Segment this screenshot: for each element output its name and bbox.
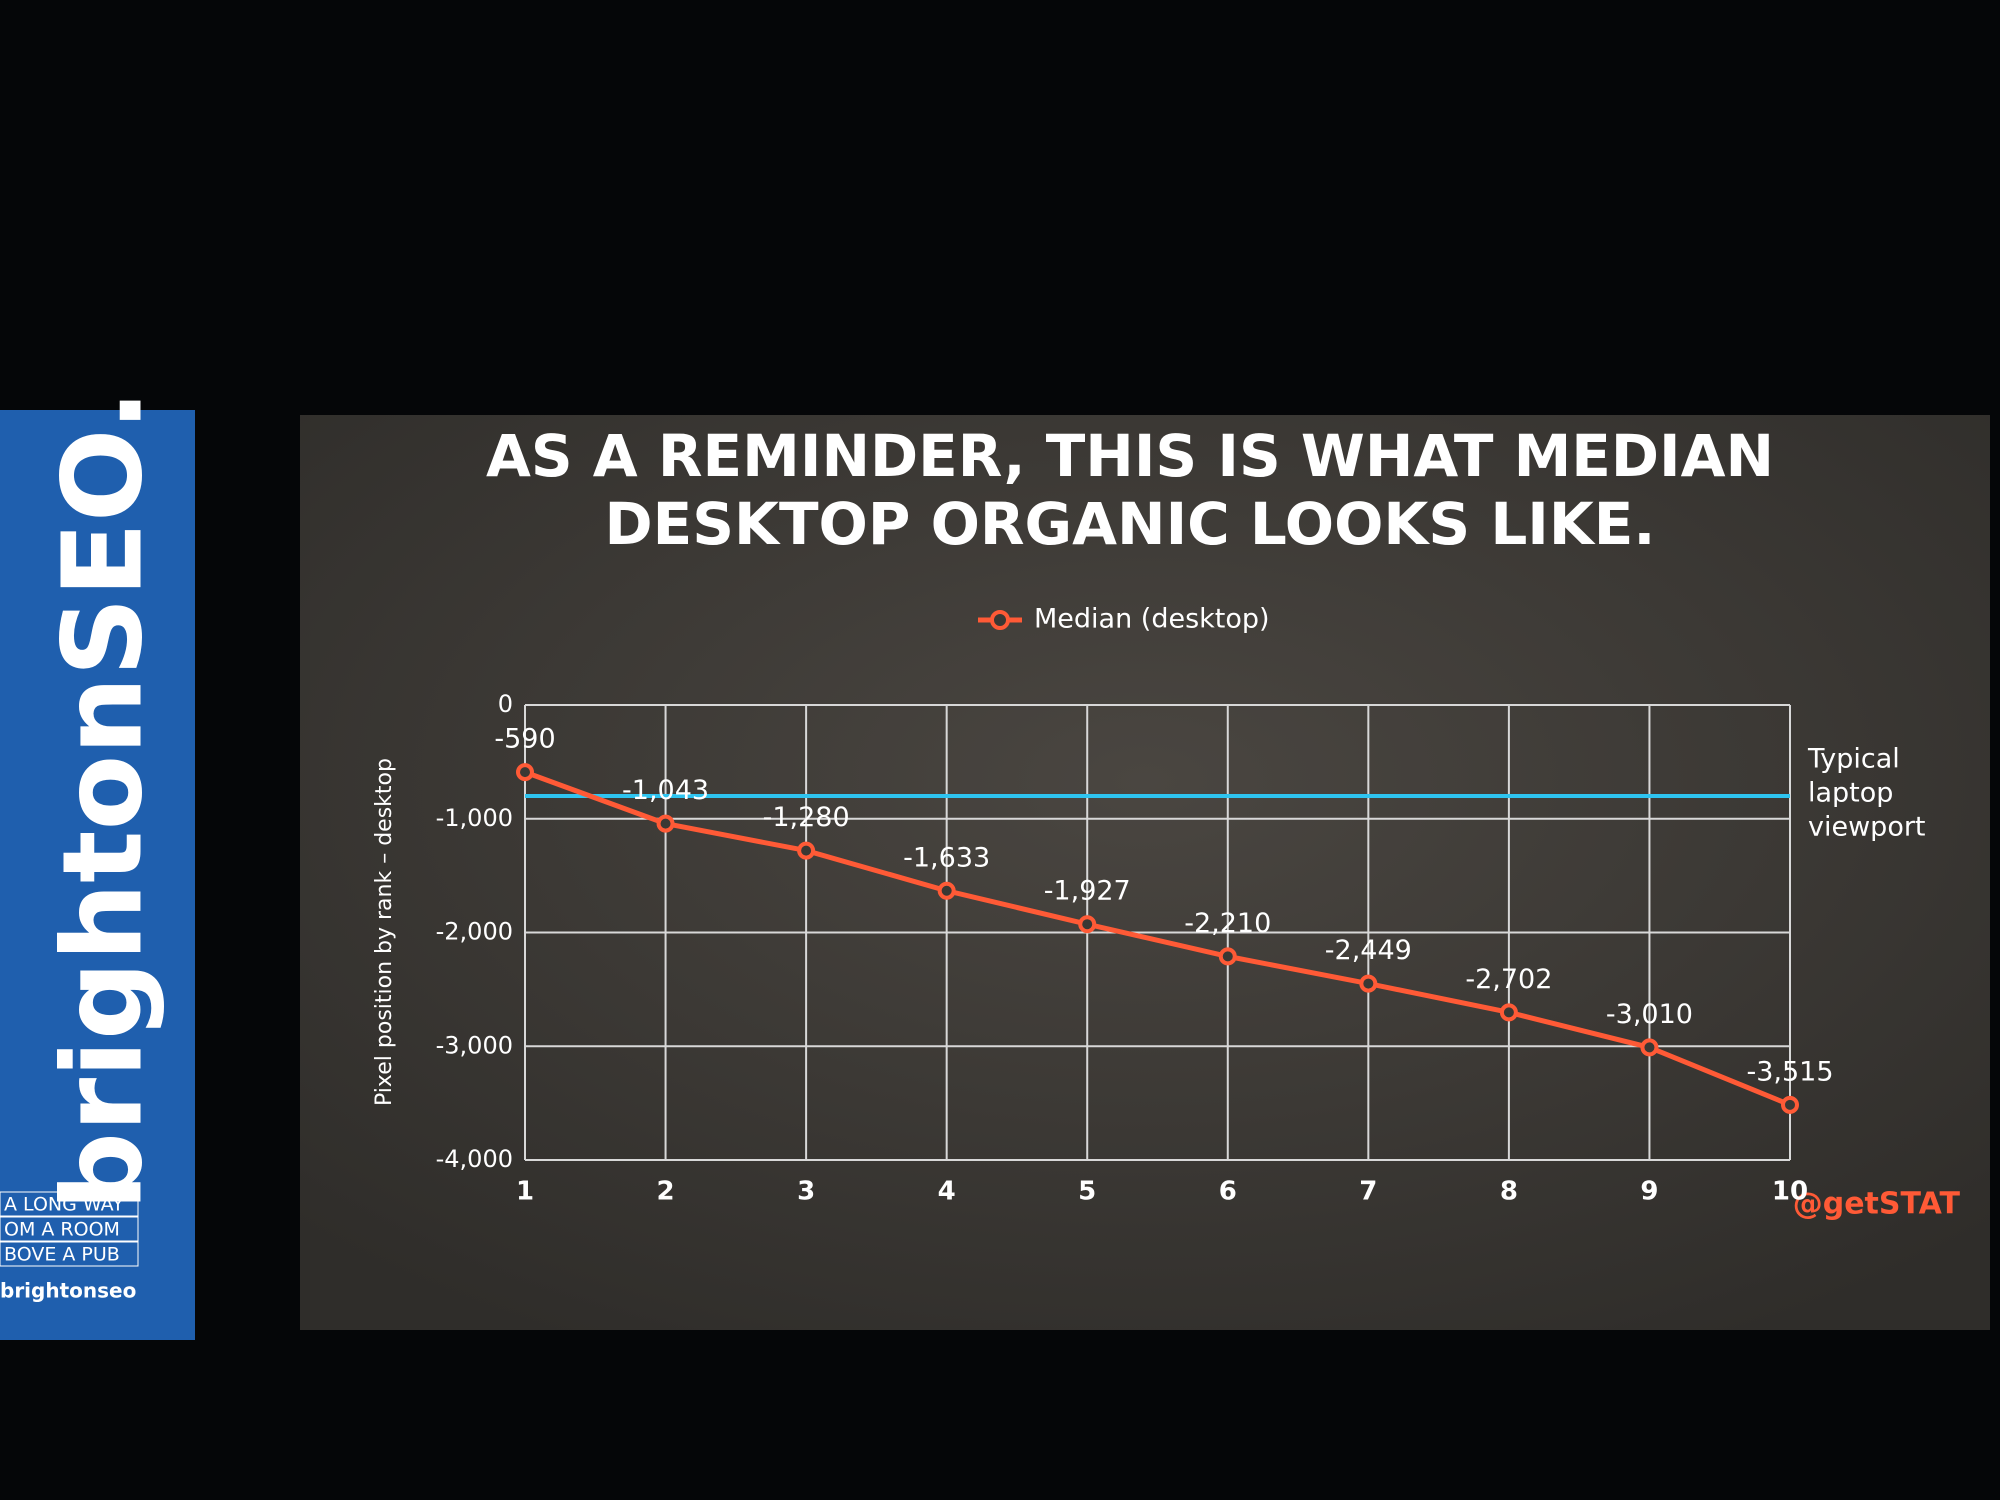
point bbox=[1078, 915, 1097, 934]
tagline-box bbox=[0, 1191, 139, 1217]
reference-label: Typical bbox=[1807, 744, 1900, 775]
y-tick-label: -1,000 bbox=[436, 804, 513, 832]
x-tick-label: 2 bbox=[657, 1177, 675, 1207]
tagline-box bbox=[0, 1216, 139, 1242]
data-label: -2,449 bbox=[1325, 935, 1412, 966]
point bbox=[1359, 974, 1378, 993]
legend-label: Median (desktop) bbox=[1034, 604, 1270, 635]
x-tick-label: 5 bbox=[1078, 1177, 1096, 1207]
point bbox=[656, 814, 675, 833]
plot: -4,000 -3,000 -2,000 -1,000 0 1 2 3 4 5 6 7 8 9 10 Typi… bbox=[436, 604, 1926, 1207]
tagline-line: BOVE A PUB bbox=[4, 1244, 120, 1266]
data-label: -2,210 bbox=[1184, 908, 1271, 939]
data-label: -3,010 bbox=[1606, 999, 1693, 1030]
point bbox=[1218, 947, 1237, 966]
tagline-line: OM A ROOM bbox=[4, 1219, 120, 1241]
data-label: -3,515 bbox=[1746, 1056, 1833, 1087]
y-axis-label: Pixel position by rank – desktop bbox=[372, 758, 397, 1106]
x-tick-label: 9 bbox=[1640, 1177, 1658, 1207]
reference-label: viewport bbox=[1808, 812, 1926, 843]
point bbox=[1781, 1095, 1799, 1114]
banner-handle: brightonseo bbox=[0, 1279, 136, 1303]
x-tick-label: 10 bbox=[1772, 1177, 1808, 1207]
x-tick-label: 3 bbox=[797, 1177, 815, 1207]
series-line bbox=[524, 769, 1791, 1108]
y-tick-label: 0 bbox=[498, 690, 513, 718]
data-label: -1,043 bbox=[622, 775, 709, 806]
data-label: -1,633 bbox=[903, 842, 990, 873]
x-tick-label: 1 bbox=[516, 1177, 534, 1207]
point bbox=[797, 841, 816, 860]
banner bbox=[0, 410, 195, 1340]
y-tick-label: -2,000 bbox=[436, 918, 513, 946]
x-tick-label: 7 bbox=[1359, 1177, 1377, 1207]
x-tick-label: 8 bbox=[1500, 1177, 1518, 1207]
data-label: -1,280 bbox=[763, 802, 850, 833]
data-label: -1,927 bbox=[1044, 876, 1131, 907]
slide bbox=[300, 415, 1990, 1330]
chart-title: AS A REMINDER, THIS IS WHAT MEDIAN DESKTO… bbox=[486, 422, 1774, 558]
point bbox=[937, 881, 956, 900]
y-tick-label: -4,000 bbox=[436, 1145, 513, 1173]
legend-marker bbox=[990, 610, 1010, 630]
data-label: -2,702 bbox=[1465, 964, 1552, 995]
point bbox=[1640, 1038, 1659, 1057]
title-line: AS A REMINDER, THIS IS WHAT MEDIAN bbox=[486, 422, 1774, 490]
title-line: DESKTOP ORGANIC LOOKS LIKE. bbox=[605, 490, 1656, 558]
tagline-box bbox=[0, 1241, 139, 1267]
reference-label: laptop bbox=[1808, 778, 1893, 809]
point bbox=[1499, 1003, 1518, 1022]
x-tick-label: 4 bbox=[938, 1177, 956, 1207]
credit: @getSTAT bbox=[1793, 1187, 1961, 1222]
point bbox=[516, 763, 534, 782]
data-label: -590 bbox=[494, 724, 555, 755]
banner-title: brightonSEO. bbox=[38, 389, 166, 1210]
tagline-line: A LONG WAY bbox=[4, 1194, 124, 1216]
y-tick-label: -3,000 bbox=[436, 1031, 513, 1059]
banner-tagline: A LONG WAY OM A ROOM BOVE A PUB bbox=[0, 1191, 139, 1267]
x-tick-label: 6 bbox=[1219, 1177, 1237, 1207]
